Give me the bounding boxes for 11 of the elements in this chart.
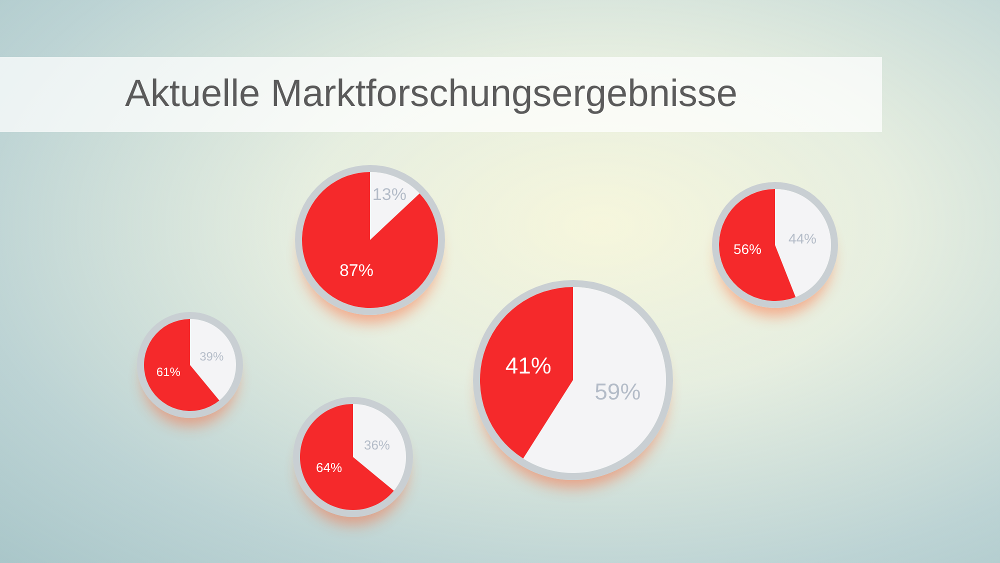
chart-title: Aktuelle Marktforschungsergebnisse xyxy=(125,73,738,116)
data-label: 36% xyxy=(364,437,390,452)
data-label: 44% xyxy=(788,230,817,247)
data-label: 61% xyxy=(156,365,181,380)
data-label: 41% xyxy=(505,352,552,378)
data-label: 64% xyxy=(316,460,342,475)
data-label: 87% xyxy=(339,260,374,280)
data-label: 13% xyxy=(372,184,406,204)
data-label: 39% xyxy=(200,350,224,364)
data-label: 56% xyxy=(733,241,762,258)
data-label: 59% xyxy=(594,378,641,404)
